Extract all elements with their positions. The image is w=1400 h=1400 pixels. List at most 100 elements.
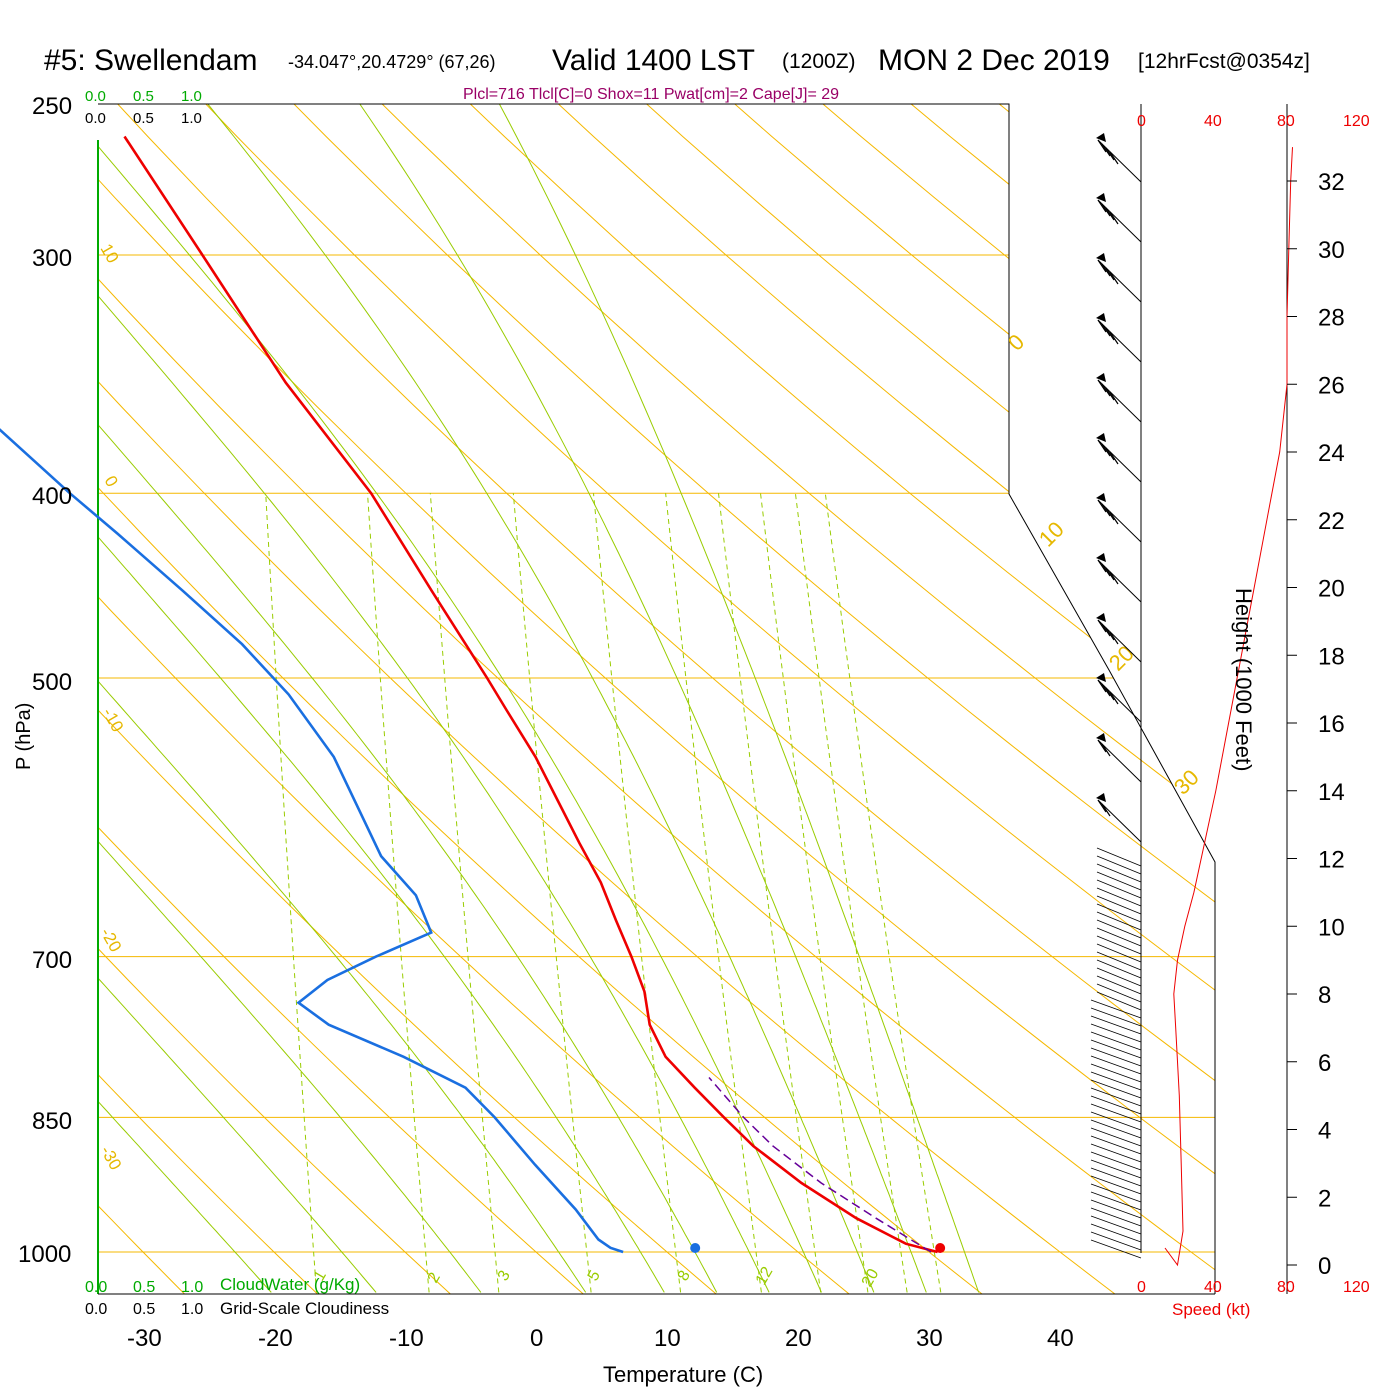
height-tick-label: 14: [1318, 779, 1345, 806]
wind-barb-staff: [1096, 903, 1142, 923]
wind-barb-staff: [1090, 1135, 1142, 1155]
height-tick-label: 22: [1318, 508, 1345, 535]
wind-barb-feather: [1109, 571, 1119, 585]
wind-barb-flag: [1096, 733, 1106, 742]
wind-barb-feather: [1097, 439, 1107, 453]
wind-barb-staff: [1096, 847, 1142, 867]
mixing-ratio-label: 5: [585, 1268, 604, 1284]
wind-barb-feather: [1109, 391, 1119, 405]
height-tick-label: 4: [1318, 1118, 1331, 1145]
dry-adiabat-line: [98, 104, 1215, 1294]
moist-adiabat-line: [98, 104, 272, 1293]
temperature-tick-label: 10: [654, 1325, 681, 1352]
wind-barb-feather: [1109, 331, 1119, 345]
wind-barb-feather: [1105, 567, 1115, 581]
wind-barb-feather: [1109, 151, 1119, 165]
pressure-tick-label: 1000: [18, 1241, 71, 1268]
wind-barb-staff: [1096, 919, 1142, 939]
wind-barb-staff: [1090, 999, 1142, 1019]
dry-adiabat-line: [98, 104, 591, 1294]
wind-barb-flag: [1096, 793, 1106, 802]
wind-barb-feather: [1097, 379, 1107, 393]
surface-dewpoint-marker: [690, 1243, 701, 1253]
wind-barb-feather: [1101, 323, 1111, 337]
wind-barb-staff: [1097, 799, 1142, 843]
mixing-ratio-line: [593, 493, 682, 1293]
wind-barb-feather: [1105, 147, 1115, 161]
wind-barb-feather: [1101, 743, 1111, 757]
wind-barbs: [1090, 133, 1142, 1259]
mixing-ratio-line: [367, 493, 430, 1293]
wind-barb-staff: [1090, 1103, 1142, 1123]
cloudiness-tick-1: 0.5: [133, 110, 154, 127]
wind-barb-staff: [1096, 983, 1142, 1003]
wind-barb-feather: [1097, 619, 1107, 633]
wind-barb-feather: [1105, 627, 1115, 641]
wind-barb-feather: [1105, 687, 1115, 701]
speed-tick-bottom: 40: [1204, 1279, 1222, 1296]
height-tick-label: 6: [1318, 1050, 1331, 1077]
wind-barb-staff: [1090, 1175, 1142, 1195]
wind-barb-staff: [1097, 259, 1142, 303]
cloudiness-tick-0: 0.0: [85, 1301, 107, 1318]
wind-barb-feather: [1101, 683, 1111, 697]
wind-barb-feather: [1101, 563, 1111, 577]
moist-adiabat-line: [98, 104, 482, 1293]
mixing-ratio-label: 8: [675, 1268, 694, 1284]
dry-adiabat-label: 10: [97, 241, 123, 267]
dry-adiabat-line: [260, 104, 1215, 1294]
wind-barb-feather: [1101, 803, 1111, 817]
stability-indices: Plcl=716 Tlcl[C]=0 Shox=11 Pwat[cm]=2 Ca…: [463, 86, 839, 103]
wind-barb-feather: [1109, 451, 1119, 465]
wind-barb-staff: [1090, 1207, 1142, 1227]
wind-barb-staff: [1097, 139, 1142, 183]
wind-barb-staff: [1096, 927, 1142, 947]
wind-barb-flag: [1096, 673, 1106, 682]
temperature-tick-label: 30: [916, 1325, 943, 1352]
y-axis-label: P (hPa): [13, 703, 35, 770]
moist-adiabat-line: [98, 104, 665, 1293]
wind-barb-flag: [1096, 613, 1106, 622]
wind-barb-staff: [1097, 559, 1142, 603]
height-tick-label: 0: [1318, 1253, 1331, 1280]
wind-barb-staff: [1090, 1215, 1142, 1235]
wind-barb-feather: [1109, 631, 1119, 645]
valid-date: MON 2 Dec 2019: [878, 44, 1110, 77]
moist-adiabat-line: [98, 104, 718, 1293]
wind-barb-staff: [1097, 319, 1142, 363]
pressure-tick-label: 850: [32, 1108, 72, 1135]
speed-tick-top: 120: [1343, 113, 1370, 130]
wind-barb-staff: [1090, 1047, 1142, 1067]
wind-barb-feather: [1101, 143, 1111, 157]
mixing-ratio-line: [718, 493, 822, 1293]
height-tick-label: 32: [1318, 169, 1345, 196]
wind-barb-staff: [1097, 439, 1142, 483]
wind-barb-feather: [1097, 799, 1107, 813]
moist-adiabat-line: [98, 104, 587, 1293]
wind-barb-feather: [1101, 203, 1111, 217]
speed-tick-top: 80: [1277, 113, 1295, 130]
wind-barb-feather: [1105, 327, 1115, 341]
wind-barb-staff: [1090, 1239, 1142, 1259]
cloudiness-label: Grid-Scale Cloudiness: [220, 1299, 389, 1318]
cloudiness-tick-2: 1.0: [181, 1301, 203, 1318]
speed-tick-bottom: 120: [1343, 1279, 1370, 1296]
dry-adiabat-line: [347, 104, 1215, 1294]
wind-barb-flag: [1096, 313, 1106, 322]
dry-adiabat-line: [98, 104, 1215, 1294]
valid-time: Valid 1400 LST: [552, 44, 755, 77]
wind-barb-staff: [1096, 871, 1142, 891]
temperature-tick-label: 20: [785, 1325, 812, 1352]
wind-barb-feather: [1105, 207, 1115, 221]
wind-barb-feather: [1097, 139, 1107, 153]
wind-barb-staff: [1090, 1007, 1142, 1027]
temperature-tick-label: -20: [258, 1325, 293, 1352]
wind-barb-flag: [1096, 433, 1106, 442]
wind-barb-staff: [1090, 1071, 1142, 1091]
wind-barb-flag: [1096, 193, 1106, 202]
wind-barb-staff: [1096, 879, 1142, 899]
wind-barb-feather: [1105, 447, 1115, 461]
wind-barb-staff: [1096, 855, 1142, 875]
wind-barb-flag: [1096, 493, 1106, 502]
